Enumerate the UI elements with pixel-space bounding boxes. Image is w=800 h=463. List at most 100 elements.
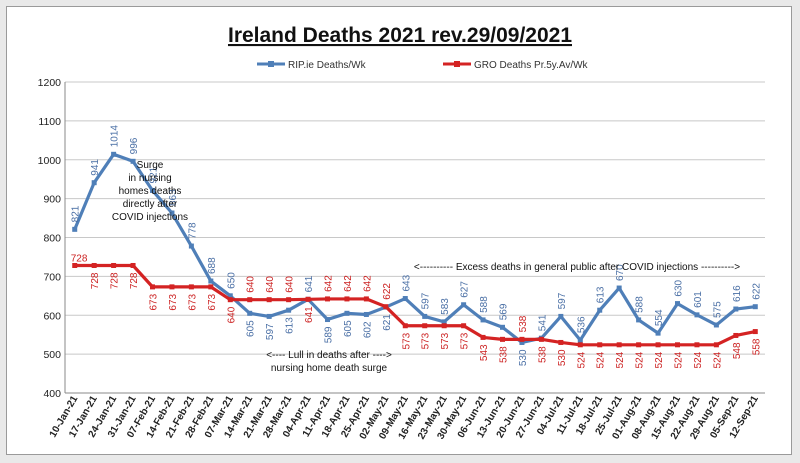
data-label-gro: 538: [499, 346, 510, 363]
series: [72, 151, 758, 348]
data-label-rip: 996: [129, 137, 140, 154]
data-label-gro: 573: [401, 332, 412, 349]
annotation-surge-line-4: directly after: [123, 199, 178, 210]
data-label-gro: 642: [324, 275, 335, 292]
annotation-lull-line-2: nursing home death surge: [271, 363, 388, 374]
point-gro: [538, 336, 544, 342]
point-gro: [169, 284, 175, 290]
point-gro: [188, 284, 194, 290]
data-label-gro: 538: [537, 346, 548, 363]
legend-item-rip: RIP.ie Deaths/Wk: [257, 60, 367, 71]
data-label-rip: 941: [90, 159, 101, 176]
point-rip: [227, 293, 233, 299]
series-line-gro: [74, 263, 756, 347]
data-label-rip: 778: [187, 222, 198, 239]
point-rip: [480, 317, 486, 323]
data-label-gro: 728: [71, 253, 88, 264]
data-label-rip: 670: [615, 264, 626, 281]
data-label-rip: 588: [635, 296, 646, 313]
data-label-rip: 650: [226, 272, 237, 289]
data-label-rip: 613: [285, 317, 296, 334]
data-label-rip: 602: [362, 321, 373, 338]
y-tick-label: 1000: [38, 155, 62, 167]
data-label-gro: 673: [168, 293, 179, 310]
data-label-gro: 673: [149, 293, 160, 310]
data-label-gro: 640: [265, 276, 276, 293]
legend-label-gro: GRO Deaths Pr.5y.Av/Wk: [474, 60, 589, 71]
y-tick-label: 1100: [38, 116, 61, 128]
data-label-gro: 640: [285, 276, 296, 293]
point-gro: [675, 342, 680, 348]
data-label-rip: 541: [537, 314, 548, 331]
data-label-gro: 573: [440, 332, 451, 349]
chart-title: Ireland Deaths 2021 rev.29/09/2021: [228, 24, 572, 47]
point-rip: [169, 210, 175, 216]
data-label-rip: 643: [401, 274, 412, 291]
annotation-surge-line-5: COVID injections: [112, 212, 188, 223]
point-rip: [577, 337, 583, 343]
point-rip: [441, 319, 447, 325]
point-gro: [247, 297, 253, 303]
point-gro: [500, 336, 505, 342]
data-label-rip: 589: [324, 326, 335, 343]
data-label-rip: 597: [265, 323, 276, 340]
data-label-gro: 728: [110, 272, 121, 289]
point-gro: [266, 297, 272, 303]
point-rip: [597, 307, 603, 313]
annotation-lull: <---- Lull in deaths after ----> nursing…: [266, 350, 392, 374]
point-gro: [636, 342, 642, 348]
point-gro: [597, 342, 603, 348]
data-label-rip: 630: [674, 279, 685, 296]
point-rip: [461, 302, 467, 308]
annotation-surge-line-3: homes deaths: [119, 186, 182, 197]
point-rip: [500, 324, 505, 330]
data-label-rip: 536: [576, 316, 587, 333]
annotation-surge: Surge in nursing homes deaths directly a…: [112, 160, 188, 223]
point-gro: [130, 262, 136, 268]
point-gro: [558, 339, 564, 345]
point-rip: [111, 151, 117, 157]
point-rip: [91, 180, 97, 186]
point-gro: [519, 336, 525, 342]
data-label-gro: 530: [557, 349, 568, 366]
data-label-gro: 543: [479, 344, 490, 361]
point-gro: [441, 323, 447, 329]
point-gro: [402, 323, 408, 329]
point-gro: [72, 262, 78, 268]
data-label-rip: 622: [751, 283, 762, 300]
point-rip: [130, 158, 136, 164]
data-label-gro: 640: [226, 306, 237, 323]
legend-item-gro: GRO Deaths Pr.5y.Av/Wk: [443, 60, 589, 71]
data-label-gro: 524: [693, 351, 704, 368]
annotation-surge-line-1: Surge: [137, 160, 164, 171]
point-rip: [713, 322, 719, 328]
point-rip: [150, 187, 155, 193]
point-gro: [91, 262, 97, 268]
legend-marker-gro: [454, 61, 460, 67]
data-label-gro: 524: [615, 351, 626, 368]
point-gro: [383, 304, 389, 310]
data-label-rip: 583: [440, 298, 451, 315]
y-tick-label: 500: [43, 349, 61, 361]
point-rip: [266, 313, 272, 319]
y-tick-label: 1200: [38, 77, 62, 89]
data-label-gro: 548: [732, 342, 743, 359]
point-gro: [344, 296, 350, 302]
data-label-rip: 921: [149, 166, 160, 183]
point-gro: [305, 296, 311, 302]
point-gro: [208, 284, 214, 290]
series-line-rip: [73, 152, 756, 345]
point-gro: [286, 297, 292, 303]
legend-label-rip: RIP.ie Deaths/Wk: [288, 60, 367, 71]
data-label-rip: 588: [479, 296, 490, 313]
y-tick-label: 400: [43, 388, 61, 400]
point-gro: [733, 332, 739, 338]
point-rip: [325, 317, 330, 323]
y-tick-label: 600: [43, 310, 61, 322]
data-label-rip: 597: [557, 292, 568, 309]
data-label-rip: 601: [693, 291, 704, 308]
data-label-rip: 530: [518, 349, 529, 366]
y-tick-label: 800: [43, 233, 61, 245]
data-label-gro: 524: [635, 351, 646, 368]
point-rip: [519, 339, 525, 345]
